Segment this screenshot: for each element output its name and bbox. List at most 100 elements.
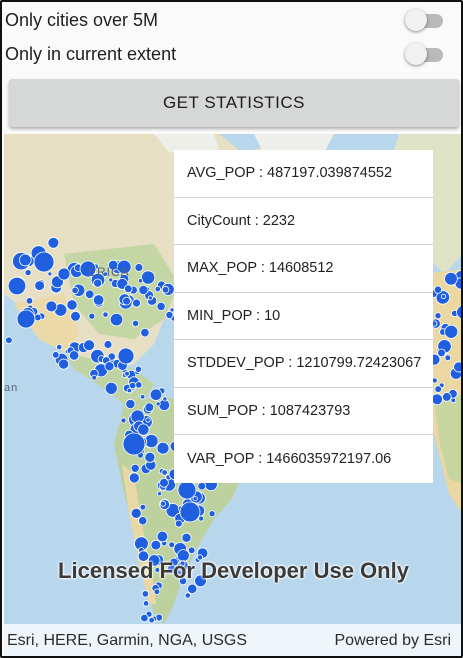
city-marker[interactable] xyxy=(117,347,135,365)
city-marker[interactable] xyxy=(154,285,161,293)
city-marker[interactable] xyxy=(34,280,45,291)
city-marker[interactable] xyxy=(147,295,153,301)
city-marker[interactable] xyxy=(161,469,168,476)
city-marker[interactable] xyxy=(440,293,447,299)
city-marker[interactable] xyxy=(456,305,463,320)
city-marker[interactable] xyxy=(68,350,80,361)
city-marker[interactable] xyxy=(139,394,146,400)
city-marker[interactable] xyxy=(156,301,166,311)
city-marker[interactable] xyxy=(145,417,151,423)
city-marker[interactable] xyxy=(174,519,183,528)
city-marker[interactable] xyxy=(104,381,118,395)
city-marker[interactable] xyxy=(198,515,205,522)
city-marker[interactable] xyxy=(148,617,155,624)
city-marker[interactable] xyxy=(124,370,130,377)
city-marker[interactable] xyxy=(179,560,186,567)
city-marker[interactable] xyxy=(149,388,163,401)
city-marker[interactable] xyxy=(156,530,169,543)
city-marker[interactable] xyxy=(140,327,150,338)
city-marker[interactable] xyxy=(79,260,97,278)
city-marker[interactable] xyxy=(138,516,148,526)
city-marker[interactable] xyxy=(186,583,198,595)
city-marker[interactable] xyxy=(138,284,149,295)
city-marker[interactable] xyxy=(66,299,78,311)
city-marker[interactable] xyxy=(162,396,168,402)
city-marker[interactable] xyxy=(139,503,147,511)
city-marker[interactable] xyxy=(177,480,197,500)
city-marker[interactable] xyxy=(159,500,166,507)
current-extent-switch[interactable] xyxy=(405,42,445,66)
city-marker[interactable] xyxy=(433,285,443,294)
attribution-text[interactable]: Esri, HERE, Garmin, NGA, USGS xyxy=(7,632,248,649)
city-marker[interactable] xyxy=(103,340,113,349)
city-marker[interactable] xyxy=(161,285,170,294)
city-marker[interactable] xyxy=(159,477,169,488)
city-marker[interactable] xyxy=(56,344,63,351)
city-marker[interactable] xyxy=(144,451,156,463)
city-marker[interactable] xyxy=(57,267,71,281)
city-marker[interactable] xyxy=(150,539,162,551)
city-marker[interactable] xyxy=(7,276,27,296)
city-marker[interactable] xyxy=(178,576,188,586)
city-marker[interactable] xyxy=(47,271,53,277)
city-marker[interactable] xyxy=(444,354,452,362)
city-marker[interactable] xyxy=(120,417,127,424)
city-marker[interactable] xyxy=(141,590,150,598)
list-item[interactable]: CityCount : 2232 xyxy=(174,198,433,245)
city-marker[interactable] xyxy=(431,393,444,406)
city-marker[interactable] xyxy=(130,507,142,519)
city-marker[interactable] xyxy=(444,272,458,286)
city-marker[interactable] xyxy=(141,270,156,285)
city-marker[interactable] xyxy=(128,381,137,390)
city-marker[interactable] xyxy=(33,313,42,322)
city-marker[interactable] xyxy=(71,286,79,295)
city-marker[interactable] xyxy=(147,554,161,567)
get-statistics-button[interactable]: GET STATISTICS xyxy=(9,79,459,127)
city-marker[interactable] xyxy=(109,312,124,327)
statistics-results-list[interactable]: AVG_POP : 487197.039874552 CityCount : 2… xyxy=(174,150,433,483)
city-marker[interactable] xyxy=(194,574,207,588)
city-marker[interactable] xyxy=(208,510,216,518)
city-marker[interactable] xyxy=(84,289,95,300)
city-marker[interactable] xyxy=(108,277,114,283)
city-marker[interactable] xyxy=(132,298,141,308)
city-marker[interactable] xyxy=(137,278,144,284)
city-marker[interactable] xyxy=(51,351,60,359)
city-marker[interactable] xyxy=(453,361,463,373)
city-marker[interactable] xyxy=(181,532,192,543)
city-marker[interactable] xyxy=(156,441,170,455)
city-marker[interactable] xyxy=(134,263,144,272)
city-marker[interactable] xyxy=(92,294,105,306)
city-marker[interactable] xyxy=(142,600,150,607)
city-marker[interactable] xyxy=(33,251,55,273)
city-marker[interactable] xyxy=(47,236,60,249)
city-marker[interactable] xyxy=(102,311,109,318)
city-marker[interactable] xyxy=(444,324,459,339)
city-marker[interactable] xyxy=(25,297,34,305)
city-marker[interactable] xyxy=(18,253,32,267)
city-marker[interactable] xyxy=(16,309,36,329)
city-marker[interactable] xyxy=(134,365,142,373)
city-marker[interactable] xyxy=(187,546,196,555)
city-marker[interactable] xyxy=(70,311,81,322)
city-marker[interactable] xyxy=(450,397,457,404)
city-marker[interactable] xyxy=(165,310,174,319)
city-marker[interactable] xyxy=(122,432,146,456)
city-marker[interactable] xyxy=(58,358,70,370)
city-marker[interactable] xyxy=(91,374,98,381)
city-marker[interactable] xyxy=(88,312,96,320)
list-item[interactable]: AVG_POP : 487197.039874552 xyxy=(174,150,433,198)
city-marker[interactable] xyxy=(434,312,442,320)
city-marker[interactable] xyxy=(122,296,131,306)
city-marker[interactable] xyxy=(137,423,150,436)
city-marker[interactable] xyxy=(154,567,161,573)
list-item[interactable]: STDDEV_POP : 1210799.72423067 xyxy=(174,340,433,388)
city-marker[interactable] xyxy=(102,271,109,277)
city-marker[interactable] xyxy=(441,392,452,402)
city-marker[interactable] xyxy=(137,550,150,562)
list-item[interactable]: VAR_POP : 1466035972197.06 xyxy=(187,450,392,467)
city-marker[interactable] xyxy=(126,387,133,394)
city-marker[interactable] xyxy=(134,381,143,389)
list-item[interactable]: MIN_POP : 10 xyxy=(174,293,433,340)
city-marker[interactable] xyxy=(184,592,191,599)
